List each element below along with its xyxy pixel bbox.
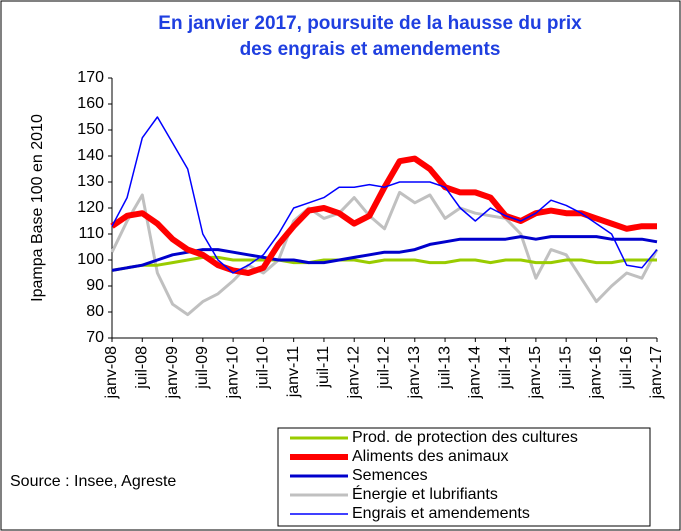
x-tick-label: juil-12 <box>376 346 393 390</box>
series-line <box>110 190 659 317</box>
y-tick-label: 90 <box>86 277 104 294</box>
y-tick-label: 160 <box>77 95 104 112</box>
x-tick-label: janv-11 <box>285 346 302 398</box>
x-tick-label: juil-14 <box>497 346 514 390</box>
legend-label: Prod. de protection des cultures <box>352 429 578 446</box>
x-tick-label: janv-08 <box>103 346 120 400</box>
x-tick-label: janv-13 <box>406 346 423 400</box>
x-tick-label: juil-09 <box>194 346 211 390</box>
x-tick-label: janv-12 <box>345 346 362 400</box>
series-line <box>111 116 658 274</box>
x-tick-label: janv-10 <box>224 346 241 400</box>
y-axis-label: Ipampa Base 100 en 2010 <box>29 114 46 302</box>
x-tick-label: janv-16 <box>588 346 605 400</box>
y-tick-label: 120 <box>77 199 104 216</box>
legend-label: Aliments des animaux <box>352 448 509 465</box>
x-tick-label: juil-11 <box>315 346 332 389</box>
x-tick-label: juil-15 <box>557 346 574 390</box>
x-tick-label: janv-15 <box>527 346 544 400</box>
x-tick-label: juil-13 <box>436 346 453 390</box>
y-tick-label: 110 <box>78 225 104 242</box>
legend-label: Semences <box>352 467 428 484</box>
y-tick-label: 170 <box>77 69 104 86</box>
x-tick-label: janv-17 <box>648 346 665 400</box>
y-tick-label: 70 <box>86 329 104 346</box>
y-tick-label: 100 <box>77 251 104 268</box>
legend-label: Engrais et amendements <box>352 505 530 522</box>
y-tick-label: 140 <box>77 147 104 164</box>
series-line <box>111 235 658 272</box>
y-tick-label: 80 <box>86 303 104 320</box>
x-tick-label: juil-10 <box>255 346 272 390</box>
x-tick-label: juil-16 <box>618 346 635 390</box>
x-tick-label: janv-09 <box>164 346 181 400</box>
chart-title: des engrais et amendements <box>240 39 501 60</box>
y-tick-label: 150 <box>77 121 104 138</box>
x-tick-label: juil-08 <box>133 346 150 390</box>
x-tick-label: janv-14 <box>467 346 484 400</box>
y-tick-label: 130 <box>77 173 104 190</box>
chart-title: En janvier 2017, poursuite de la hausse … <box>158 13 582 34</box>
source: Source : Insee, Agreste <box>10 473 176 490</box>
legend-label: Énergie et lubrifiants <box>352 484 498 503</box>
